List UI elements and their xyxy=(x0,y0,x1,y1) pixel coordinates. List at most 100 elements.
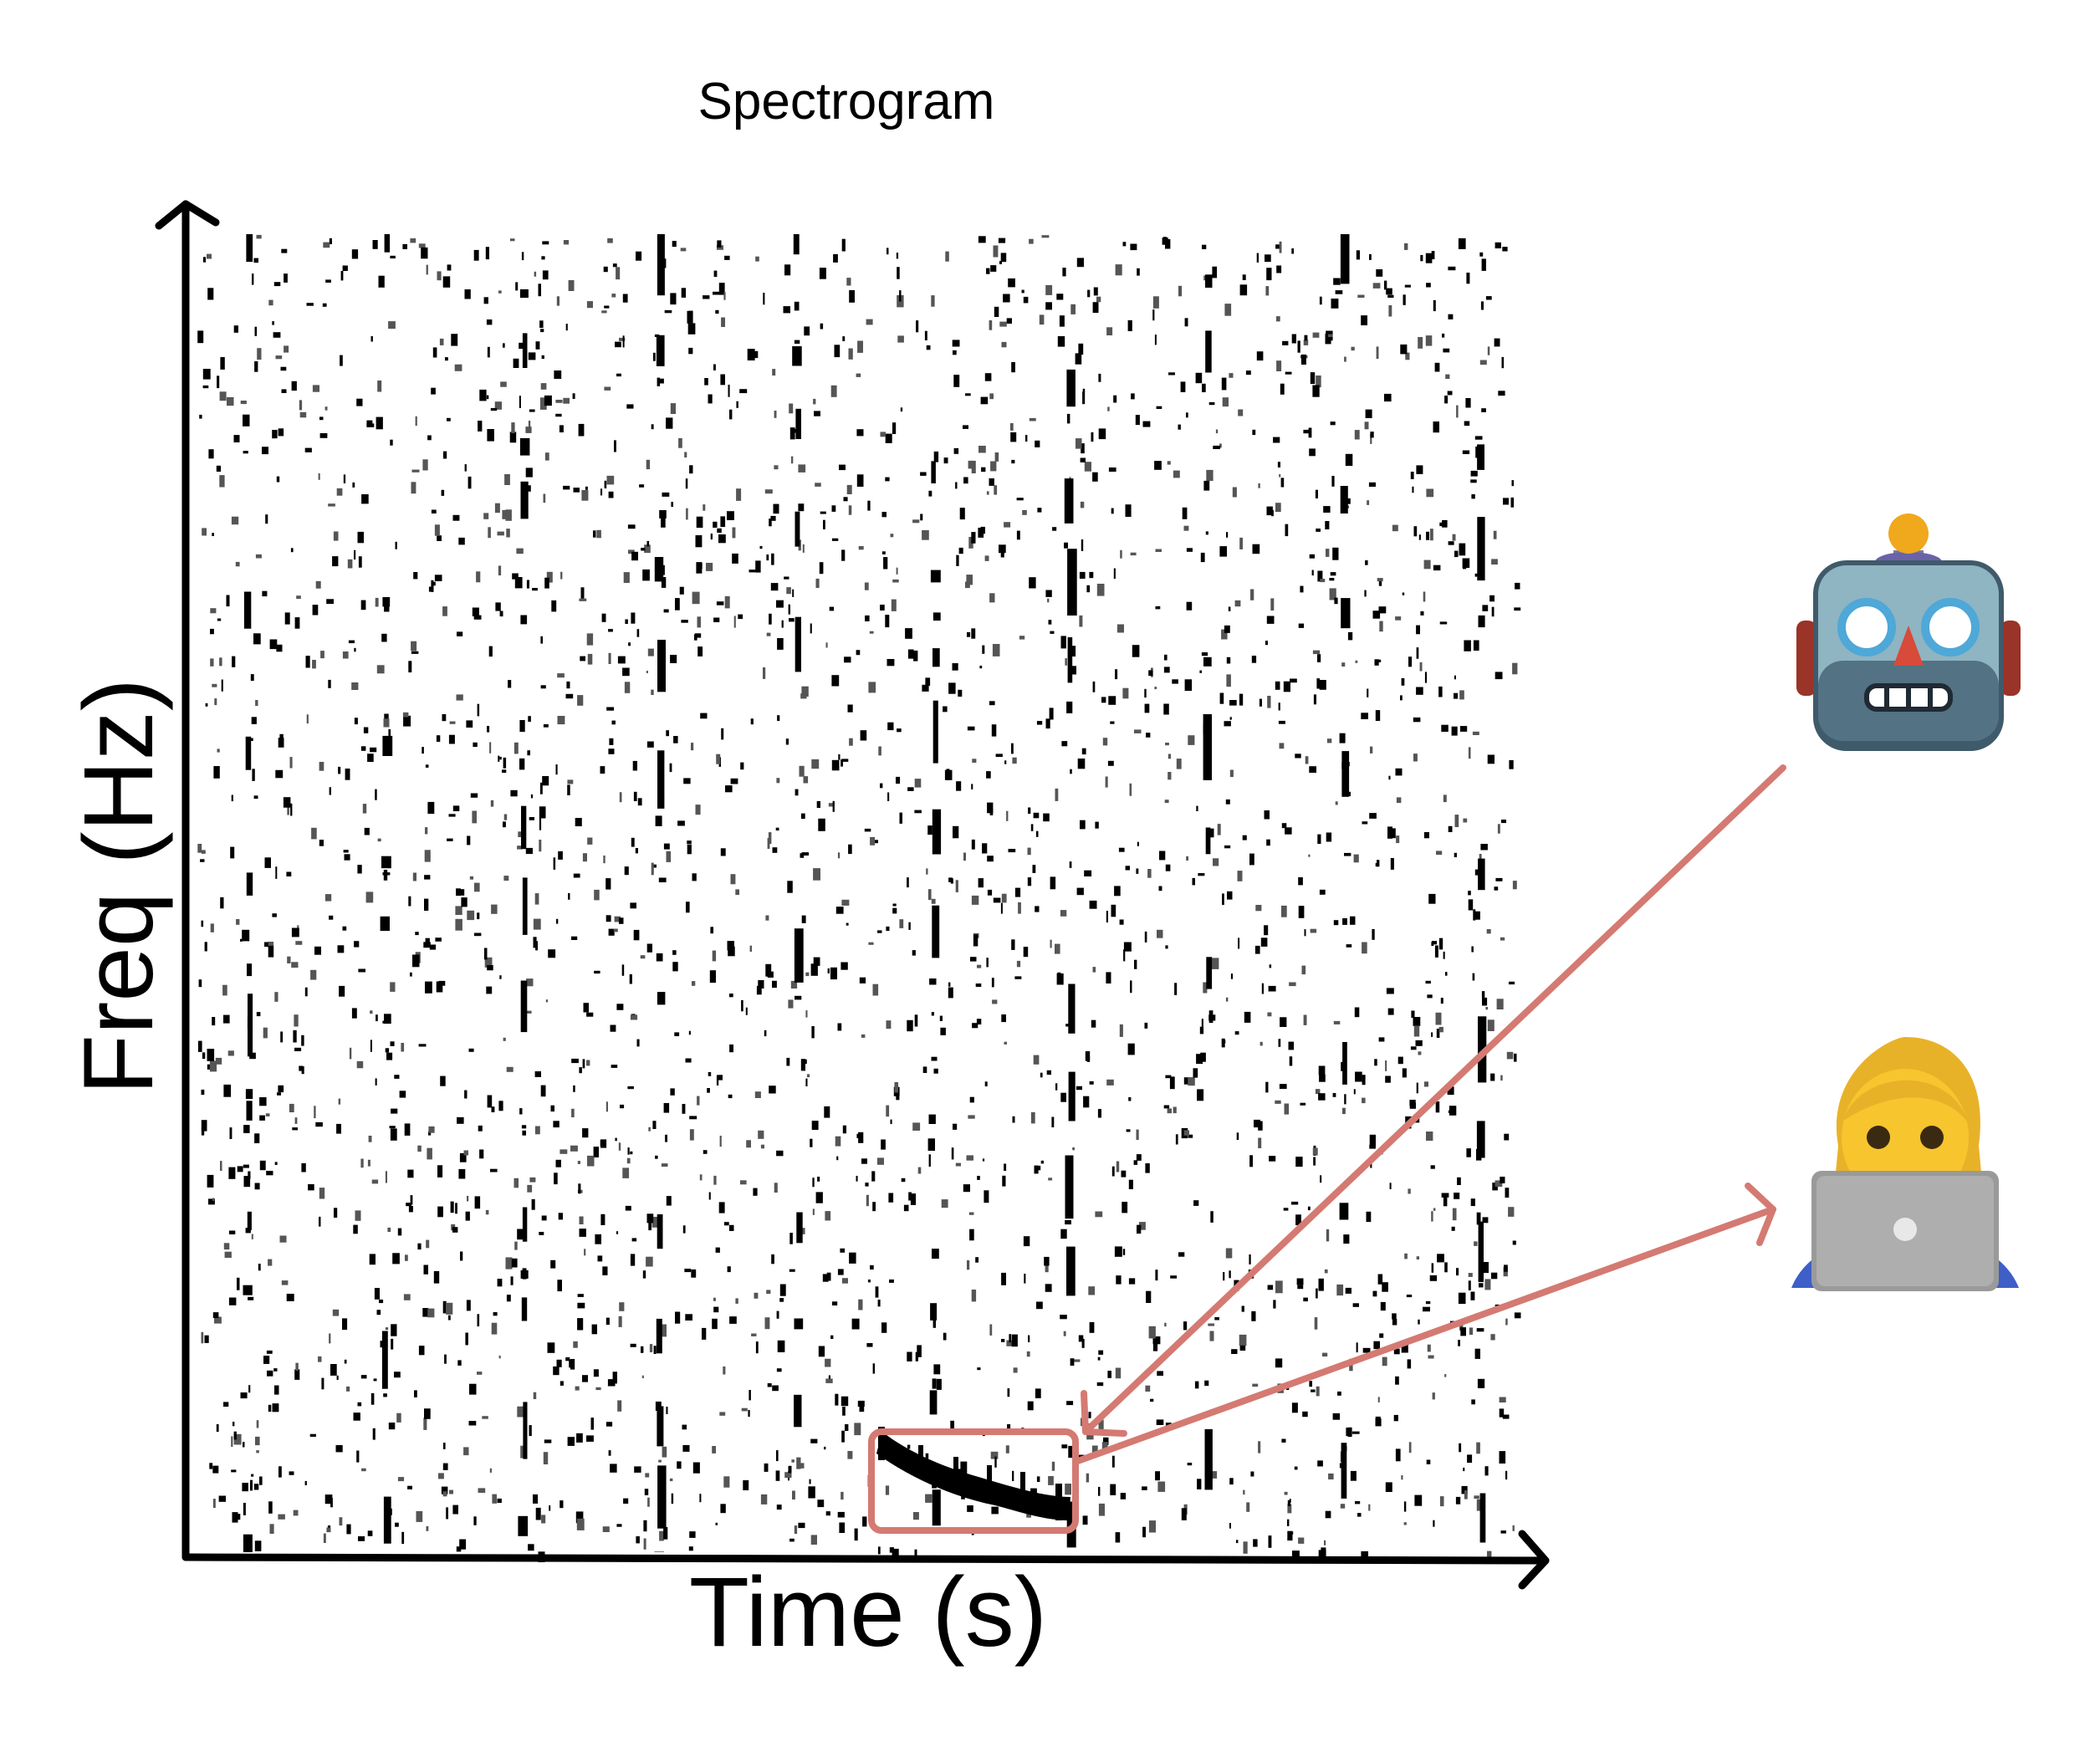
noise-speckle xyxy=(1392,524,1398,532)
noise-speckle xyxy=(992,644,1000,656)
noise-speckle xyxy=(347,559,353,569)
noise-speckle xyxy=(1474,911,1480,920)
noise-speckle xyxy=(634,1466,641,1473)
noise-speckle xyxy=(333,531,339,541)
noise-speckle xyxy=(1397,1056,1403,1065)
noise-speckle xyxy=(817,1499,825,1508)
noise-speckle xyxy=(1026,1351,1030,1357)
noise-speckle xyxy=(268,1501,273,1514)
noise-speckle xyxy=(325,279,331,283)
noise-speckle xyxy=(329,1333,331,1344)
noise-speckle xyxy=(1265,1081,1269,1093)
noise-speckle xyxy=(808,1486,815,1499)
noise-speckle xyxy=(1410,1046,1417,1050)
noise-speckle xyxy=(968,1115,975,1119)
noise-speckle xyxy=(415,416,417,427)
noise-speckle xyxy=(519,342,524,350)
noise-speckle xyxy=(569,1359,574,1368)
noise-speckle xyxy=(1165,864,1171,871)
noise-speckle xyxy=(1279,473,1281,478)
noise-speckle xyxy=(465,1332,468,1346)
noise-speckle xyxy=(1369,1134,1376,1147)
noise-speckle xyxy=(519,396,521,408)
noise-speckle xyxy=(1008,849,1016,853)
noise-speckle xyxy=(240,401,247,405)
noise-speckle xyxy=(825,642,828,648)
noise-speckle xyxy=(1367,688,1369,697)
noise-speckle xyxy=(1459,690,1464,700)
noise-speckle xyxy=(956,554,959,566)
noise-speckle xyxy=(666,851,672,862)
noise-speckle xyxy=(625,619,628,624)
noise-speckle xyxy=(1489,595,1495,602)
noise-speckle xyxy=(1025,435,1028,442)
noise-speckle xyxy=(1474,436,1483,440)
noise-speckle xyxy=(631,837,635,847)
noise-speckle xyxy=(328,679,331,688)
noise-speckle xyxy=(397,1477,405,1482)
noise-speckle xyxy=(221,679,223,692)
noise-speckle xyxy=(1390,858,1394,870)
noise-speckle xyxy=(198,979,202,988)
noise-speckle xyxy=(477,1314,480,1326)
noise-speckle xyxy=(1423,559,1431,570)
noise-speckle xyxy=(982,843,988,854)
noise-speckle xyxy=(883,557,888,570)
noise-speckle xyxy=(1183,1130,1189,1136)
noise-speckle xyxy=(1370,746,1373,754)
noise-speckle xyxy=(447,417,451,421)
noise-speckle xyxy=(220,1161,222,1171)
noise-speckle xyxy=(1156,406,1162,409)
noise-speckle xyxy=(289,1471,294,1475)
noise-speckle xyxy=(648,1126,651,1132)
noise-speckle xyxy=(268,942,274,948)
noise-speckle xyxy=(498,1355,501,1359)
noise-speckle xyxy=(725,785,733,793)
noise-speckle xyxy=(1055,943,1060,954)
noise-speckle xyxy=(692,1462,700,1474)
noise-speckle xyxy=(1219,443,1222,448)
noise-speckle xyxy=(539,320,544,328)
noise-speckle xyxy=(892,579,899,583)
noise-speckle xyxy=(1157,1481,1166,1492)
noise-speckle xyxy=(1168,754,1172,759)
noise-speckle xyxy=(1495,672,1503,680)
noise-speckle xyxy=(1016,530,1020,540)
noise-speckle xyxy=(897,267,900,279)
noise-speckle xyxy=(1092,967,1096,973)
noise-speckle xyxy=(801,686,809,697)
noise-speckle xyxy=(1427,994,1433,999)
noise-speckle xyxy=(541,1215,547,1221)
noise-speckle xyxy=(1088,1412,1091,1418)
noise-speckle xyxy=(376,665,385,674)
noise-speckle xyxy=(791,456,794,464)
noise-speckle xyxy=(1004,522,1011,528)
noise-speckle xyxy=(1328,1473,1334,1479)
noise-speckle xyxy=(1059,315,1065,327)
woman-with-laptop-icon xyxy=(1791,1037,2019,1291)
noise-speckle xyxy=(1515,582,1520,590)
noise-speckle xyxy=(1142,1526,1146,1538)
noise-speckle xyxy=(514,1178,519,1188)
vertical-streak xyxy=(1204,1428,1213,1490)
noise-speckle xyxy=(1324,1269,1328,1274)
noise-speckle xyxy=(354,941,360,948)
noise-speckle xyxy=(1012,757,1017,764)
noise-speckle xyxy=(1264,925,1269,936)
noise-speckle xyxy=(448,1315,451,1321)
noise-speckle xyxy=(1393,1414,1398,1422)
noise-speckle xyxy=(1030,824,1034,831)
noise-speckle xyxy=(1048,1476,1054,1485)
noise-speckle xyxy=(437,535,442,541)
noise-speckle xyxy=(784,264,791,276)
noise-speckle xyxy=(576,1518,585,1530)
noise-speckle xyxy=(689,1129,694,1141)
noise-speckle xyxy=(309,1433,316,1437)
noise-speckle xyxy=(1083,1096,1090,1108)
noise-speckle xyxy=(550,1105,554,1112)
noise-speckle xyxy=(886,659,895,667)
noise-speckle xyxy=(1036,721,1043,725)
noise-speckle xyxy=(447,838,453,841)
noise-speckle xyxy=(1320,579,1326,583)
noise-speckle xyxy=(749,1390,751,1401)
